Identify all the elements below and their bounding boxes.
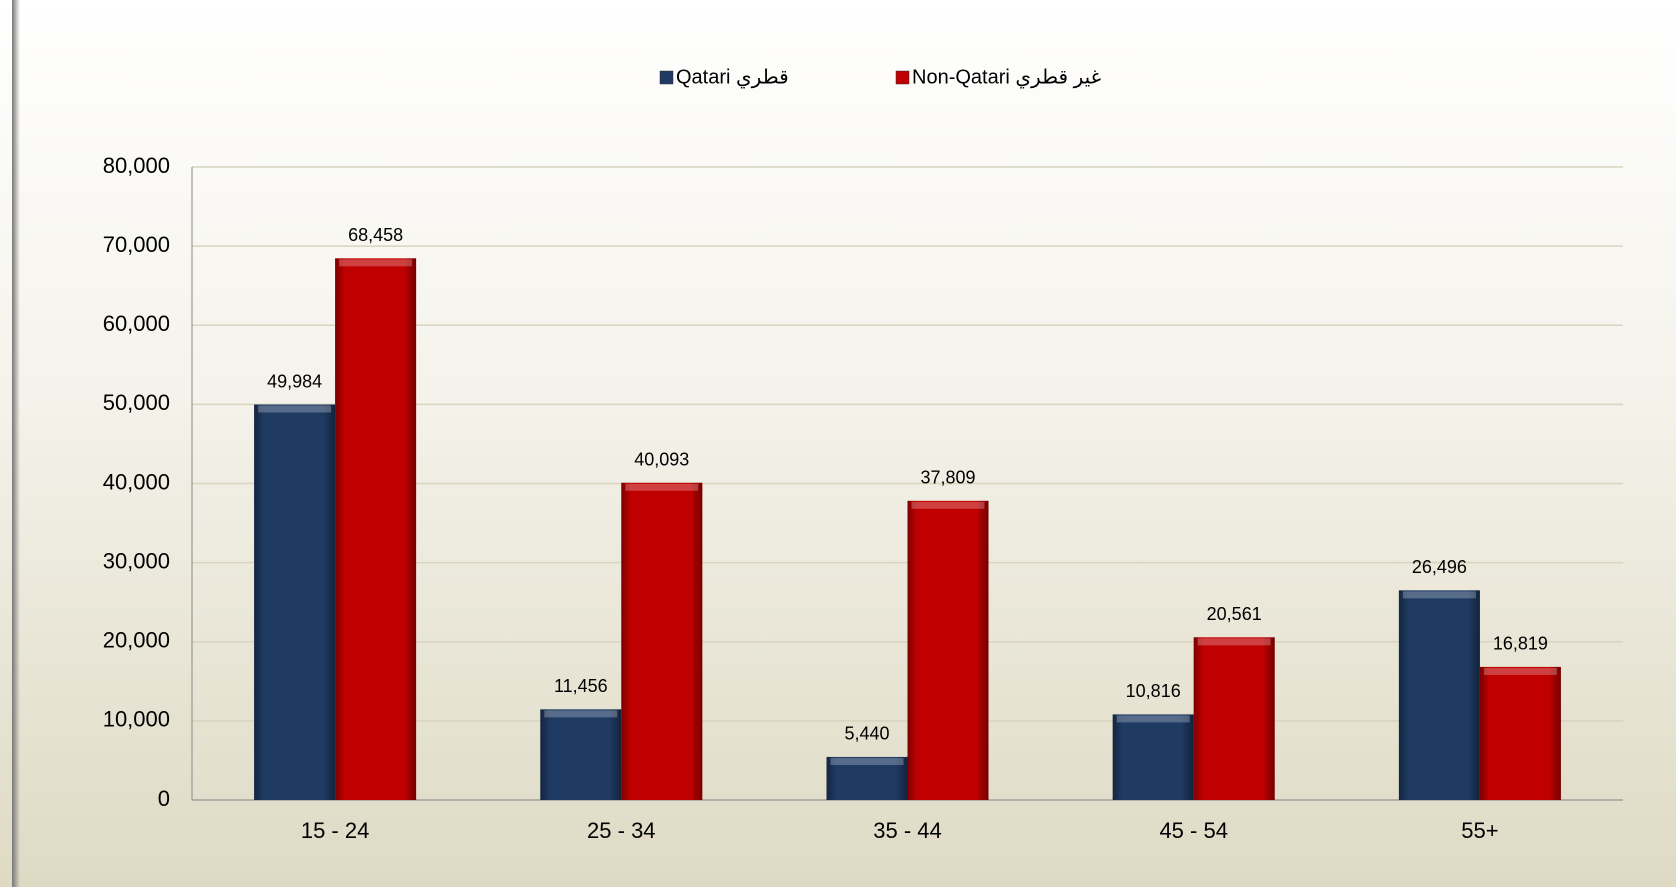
- y-tick-label: 20,000: [103, 628, 170, 653]
- bar-shade: [1479, 666, 1561, 800]
- y-tick-label: 60,000: [103, 311, 170, 336]
- legend-label: Qatari قطري: [676, 66, 789, 89]
- bar-shade: [907, 500, 989, 800]
- bar-bevel: [1197, 638, 1271, 646]
- x-tick-label: 35 - 44: [873, 818, 942, 843]
- bar-bevel: [1483, 667, 1557, 675]
- legend-swatch: [659, 70, 674, 85]
- data-label: 40,093: [634, 450, 689, 470]
- data-label: 11,456: [554, 676, 608, 696]
- bar-shade: [826, 756, 908, 800]
- y-tick-label: 70,000: [103, 232, 170, 257]
- bar-bevel: [258, 405, 332, 413]
- y-tick-label: 30,000: [103, 548, 170, 573]
- x-tick-label: 55+: [1461, 818, 1498, 843]
- y-tick-label: 80,000: [103, 153, 170, 178]
- bar-bevel: [544, 710, 618, 718]
- legend: Qatari قطري Non-Qatari غير قطري: [659, 66, 1101, 89]
- y-tick-label: 40,000: [103, 469, 170, 494]
- bar-bevel: [911, 501, 985, 509]
- data-label: 37,809: [920, 468, 975, 488]
- data-label: 5,440: [844, 724, 889, 744]
- x-tick-label: 15 - 24: [301, 818, 370, 843]
- bar-shade: [1112, 714, 1194, 800]
- bar-bevel: [830, 757, 904, 765]
- bar-shade: [540, 709, 622, 800]
- data-label: 10,816: [1126, 681, 1181, 701]
- frame-edge: [12, 0, 20, 887]
- x-tick-label: 45 - 54: [1159, 818, 1228, 843]
- legend-label: Non-Qatari غير قطري: [912, 66, 1101, 89]
- bar-shade: [621, 482, 703, 800]
- bar-bevel: [1116, 715, 1190, 723]
- bar-shade: [254, 404, 336, 800]
- y-tick-label: 10,000: [103, 707, 170, 732]
- data-label: 16,819: [1493, 634, 1548, 654]
- y-tick-label: 0: [158, 786, 170, 811]
- data-label: 49,984: [267, 371, 322, 391]
- data-label: 20,561: [1207, 604, 1262, 624]
- bar-bevel: [625, 483, 699, 491]
- data-label: 26,496: [1412, 557, 1467, 577]
- x-tick-label: 25 - 34: [587, 818, 656, 843]
- bar-bevel: [339, 259, 413, 267]
- bar-bevel: [1402, 591, 1476, 599]
- y-tick-label: 50,000: [103, 390, 170, 415]
- bar-shade: [1193, 637, 1275, 800]
- data-label: 68,458: [348, 225, 403, 245]
- bar-shade: [335, 258, 417, 801]
- legend-swatch: [895, 70, 910, 85]
- bar-shade: [1398, 590, 1480, 800]
